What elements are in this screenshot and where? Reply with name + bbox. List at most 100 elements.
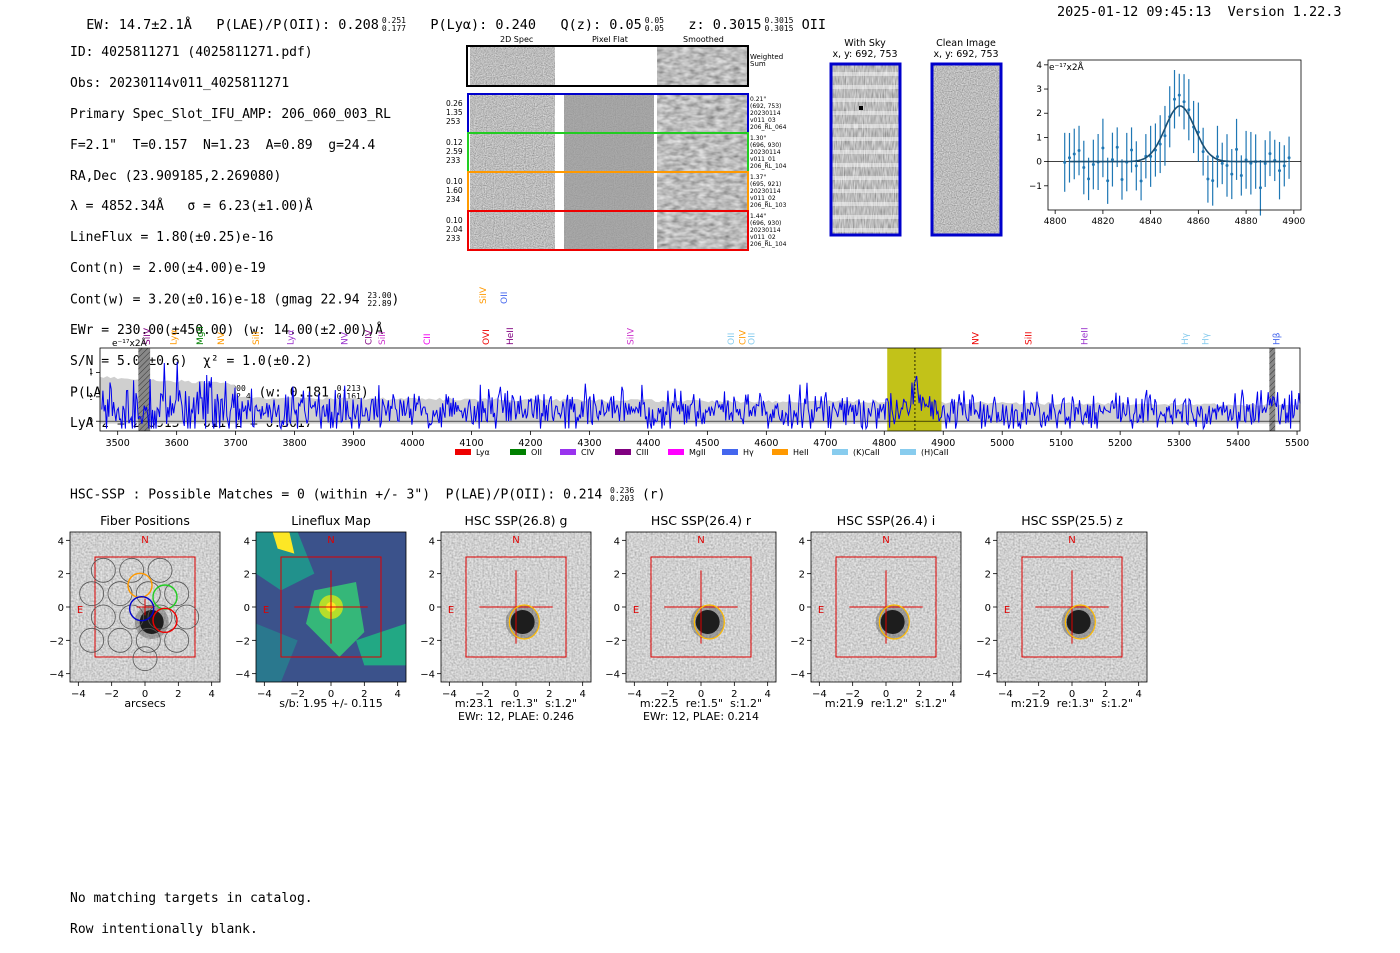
legend-label: Lyα bbox=[476, 448, 490, 457]
fiber-circle bbox=[147, 557, 173, 583]
zoom-point bbox=[1278, 169, 1282, 173]
zoom-point bbox=[1101, 146, 1105, 150]
legend-label: MgII bbox=[689, 448, 706, 457]
hsc-panel-title: HSC SSP(26.4) i bbox=[836, 513, 936, 528]
timestamp: 2025-01-12 09:45:13 Version 1.22.3 bbox=[1057, 4, 1342, 20]
hsc-ytick-label: −4 bbox=[606, 670, 620, 681]
hsc-xtick-label: −4 bbox=[257, 689, 272, 700]
header-z-line: OII bbox=[801, 17, 826, 34]
clean-image-frame bbox=[930, 62, 1003, 237]
hsc-ytick-label: 0 bbox=[985, 603, 991, 614]
spectrum-frame bbox=[99, 347, 1301, 432]
clean-image-title: Clean Image bbox=[936, 38, 996, 49]
info-contn: Cont(n) = 2.00(±4.00)e-19 bbox=[70, 261, 266, 277]
aperture-box bbox=[650, 556, 752, 658]
hsc-galaxy bbox=[510, 610, 535, 634]
hsc-panel-svg: N E −4 −4 −2 −2 0 0 2 2 4 4 bbox=[236, 531, 407, 700]
hsc-ytick-label: −4 bbox=[791, 670, 805, 681]
footer-line-2: Row intentionally blank. bbox=[70, 922, 258, 938]
spectrum-xtick-label: 3900 bbox=[341, 438, 365, 449]
info-slot: Primary Spec_Slot_IFU_AMP: 206_060_003_R… bbox=[70, 107, 391, 123]
legend-label: (H)CaII bbox=[921, 448, 948, 457]
weighted-sum-2dspec bbox=[470, 47, 555, 85]
fiber-blue bbox=[128, 595, 155, 622]
zoom-fit-curve bbox=[1069, 105, 1287, 163]
sky-stripe bbox=[832, 202, 899, 206]
fiber-circle bbox=[135, 581, 161, 607]
hsc-ytick-label: −4 bbox=[977, 670, 991, 681]
zoom-xtick-label: 4860 bbox=[1187, 217, 1210, 227]
hsc-panel-title: Lineflux Map bbox=[291, 513, 371, 528]
cutout-left-label: 0.10 1.60 234 bbox=[446, 177, 463, 204]
zoom-xtick-label: 4900 bbox=[1282, 217, 1305, 227]
sky-panel: With Sky x, y: 692, 753 Clean Image x, y… bbox=[820, 36, 1010, 241]
galaxy-ellipse bbox=[878, 604, 910, 640]
cutout-2dspec bbox=[470, 95, 555, 132]
zoom-point bbox=[1230, 172, 1234, 176]
cutout-smoothed bbox=[657, 95, 747, 132]
hsc-xtick-label: −4 bbox=[812, 689, 827, 700]
hsc-ytick-label: −2 bbox=[50, 636, 64, 647]
header-plae-sup: 0.251 bbox=[381, 16, 406, 26]
spectrum-mask-left bbox=[138, 348, 151, 431]
spectral-line-label: HeII bbox=[506, 327, 516, 345]
hsc-caption-2: EWr: 12, PLAE: 0.214 bbox=[642, 710, 760, 723]
hsc-panel: HSC SSP(26.8) g N E −4 −4 −2 −2 0 0 2 2 4 4 m:23.1 re… bbox=[421, 510, 611, 725]
galaxy-ellipse bbox=[693, 604, 725, 640]
cutout-pixelflat-noise bbox=[564, 173, 654, 210]
spectrum-ytick-label: 0 bbox=[90, 416, 93, 427]
spectrum-xtick-label: 4800 bbox=[872, 438, 896, 449]
legend-swatch bbox=[900, 449, 916, 455]
spectrum-mask-right bbox=[1269, 348, 1276, 431]
hsc-ytick-label: −2 bbox=[236, 636, 250, 647]
aperture-box bbox=[1021, 556, 1123, 658]
hsc-ytick-label: 4 bbox=[799, 536, 805, 547]
hsc-xtick-label: −2 bbox=[290, 689, 305, 700]
spectrum-xtick-label: 5300 bbox=[1167, 438, 1191, 449]
fiber-circle bbox=[119, 557, 145, 583]
zoom-point bbox=[1249, 161, 1253, 165]
hsc-ytick-label: −2 bbox=[606, 636, 620, 647]
hsc-ytick-label: 2 bbox=[58, 570, 64, 581]
hsc-xtick-label: 4 bbox=[394, 689, 400, 700]
hsc-xtick-label: 4 bbox=[579, 689, 585, 700]
spectrum-xtick-label: 4300 bbox=[577, 438, 601, 449]
zoom-point bbox=[1110, 158, 1114, 162]
hsc-ytick-label: −2 bbox=[421, 636, 435, 647]
footer: No matching targets in catalog. Row inte… bbox=[70, 876, 313, 953]
fiber-circle bbox=[107, 627, 133, 653]
legend-swatch bbox=[832, 449, 848, 455]
hsc-ytick-label: 4 bbox=[58, 536, 64, 547]
fiber-circle bbox=[90, 604, 116, 630]
hsc-xtick-label: −4 bbox=[71, 689, 86, 700]
info-radec: RA,Dec (23.909185,2.269080) bbox=[70, 168, 282, 184]
zoom-plot-content: 4800 4820 4840 4860 4880 4900 4 3 2 1 0 −1 bbox=[1030, 61, 1306, 227]
hsc-xtick-label: 2 bbox=[175, 689, 181, 700]
hsc-xtick-label: −4 bbox=[998, 689, 1013, 700]
spectral-line-label: OII bbox=[727, 333, 737, 345]
spectrum-xtick-label: 5400 bbox=[1226, 438, 1250, 449]
hsc-caption-1: m:22.5 re:1.5" s:1.2" bbox=[639, 697, 763, 710]
east-label: E bbox=[263, 605, 269, 616]
legend-label: HeII bbox=[793, 448, 809, 457]
weighted-sum-frame bbox=[466, 45, 749, 87]
cutout-rows bbox=[467, 93, 749, 251]
legend-swatch bbox=[560, 449, 576, 455]
hsc-xtick-label: 2 bbox=[916, 689, 922, 700]
cutout-2dspec bbox=[470, 173, 555, 210]
info-contw: Cont(w) = 3.20(±0.16)e-18 (gmag 22.94 23… bbox=[70, 291, 399, 308]
hsc-ytick-label: 0 bbox=[429, 603, 435, 614]
legend-swatch bbox=[455, 449, 471, 455]
zoom-point bbox=[1201, 150, 1205, 154]
spectral-line-label: Lyα bbox=[286, 329, 296, 345]
fiber-circle bbox=[119, 604, 145, 630]
hsc-panel-svg: N E −4 −4 −2 −2 0 0 2 2 4 4 bbox=[791, 531, 962, 700]
zoom-point bbox=[1182, 100, 1186, 104]
info-lineflux: LineFlux = 1.80(±0.25)e-16 bbox=[70, 230, 274, 246]
header-ew: EW: 14.7±2.1Å bbox=[86, 17, 192, 34]
spectral-line-label: CIV bbox=[364, 329, 374, 345]
hsc-ytick-label: −4 bbox=[236, 670, 250, 681]
aperture-box bbox=[280, 556, 382, 658]
cutout-title-2dspec: 2D Spec bbox=[500, 35, 534, 44]
hsc-panel-svg: N E −4 −4 −2 −2 0 0 2 2 4 4 bbox=[977, 531, 1148, 700]
